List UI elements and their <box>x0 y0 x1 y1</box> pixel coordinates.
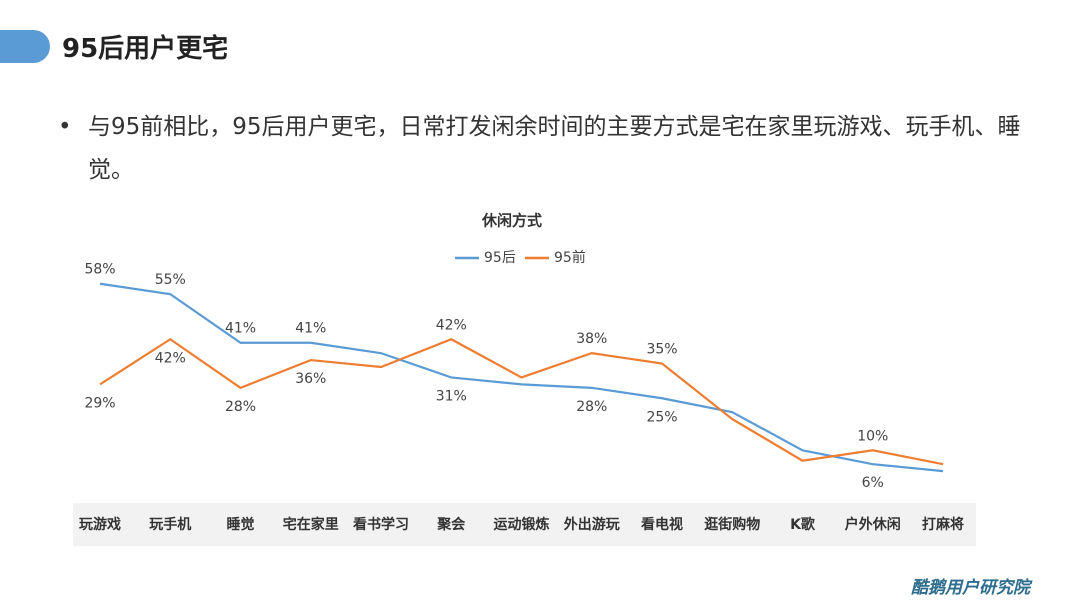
x-tick-label: 外出游玩 <box>564 516 620 533</box>
category-band <box>73 503 976 546</box>
x-tick-label: 聚会 <box>436 516 466 533</box>
x-tick-label: 玩游戏 <box>79 516 121 533</box>
x-tick-label: 户外休闲 <box>845 516 901 533</box>
legend-label: 95后 <box>484 250 516 266</box>
data-label: 10% <box>857 428 888 444</box>
x-tick-label: 看电视 <box>640 516 683 533</box>
series-line <box>99 337 944 466</box>
data-label: 41% <box>225 321 256 337</box>
bullet: • 与95前相比，95后用户更宅，日常打发闲余时间的主要方式是宅在家里玩游戏、玩手… <box>58 106 1038 192</box>
series-line <box>99 282 944 473</box>
bullet-dot: • <box>58 114 72 140</box>
data-label: 25% <box>646 409 677 425</box>
x-tick-label: 看书学习 <box>352 516 409 533</box>
data-label: 35% <box>646 342 677 358</box>
brand: 酷鹅用户研究院 <box>911 578 1030 598</box>
data-label: 38% <box>576 331 607 347</box>
x-tick-label: 宅在家里 <box>283 516 339 533</box>
data-label: 41% <box>295 321 326 337</box>
chart-title: 休闲方式 <box>481 212 542 230</box>
data-label: 42% <box>436 317 467 333</box>
data-label: 28% <box>576 399 607 415</box>
x-tick-label: 逛街购物 <box>704 516 760 533</box>
data-label: 55% <box>155 272 186 288</box>
x-tick-label: 打麻将 <box>922 516 964 533</box>
header-bar <box>0 30 50 63</box>
x-tick-label: 玩手机 <box>149 516 191 533</box>
data-label: 42% <box>155 350 186 366</box>
x-tick-label: 运动锻炼 <box>494 516 550 533</box>
slide-title: 95后用户更宅 <box>62 34 229 64</box>
data-label: 58% <box>84 262 115 278</box>
data-label: 6% <box>862 475 884 491</box>
legend-label: 95前 <box>554 249 586 266</box>
data-label: 29% <box>84 395 115 411</box>
bullet-text: 与95前相比，95后用户更宅，日常打发闲余时间的主要方式是宅在家里玩游戏、玩手机… <box>88 114 1021 183</box>
data-label: 31% <box>436 388 467 404</box>
x-tick-label: K歌 <box>790 516 816 533</box>
x-tick-label: 睡觉 <box>227 516 255 533</box>
data-label: 36% <box>295 371 326 387</box>
data-label: 28% <box>225 399 256 415</box>
